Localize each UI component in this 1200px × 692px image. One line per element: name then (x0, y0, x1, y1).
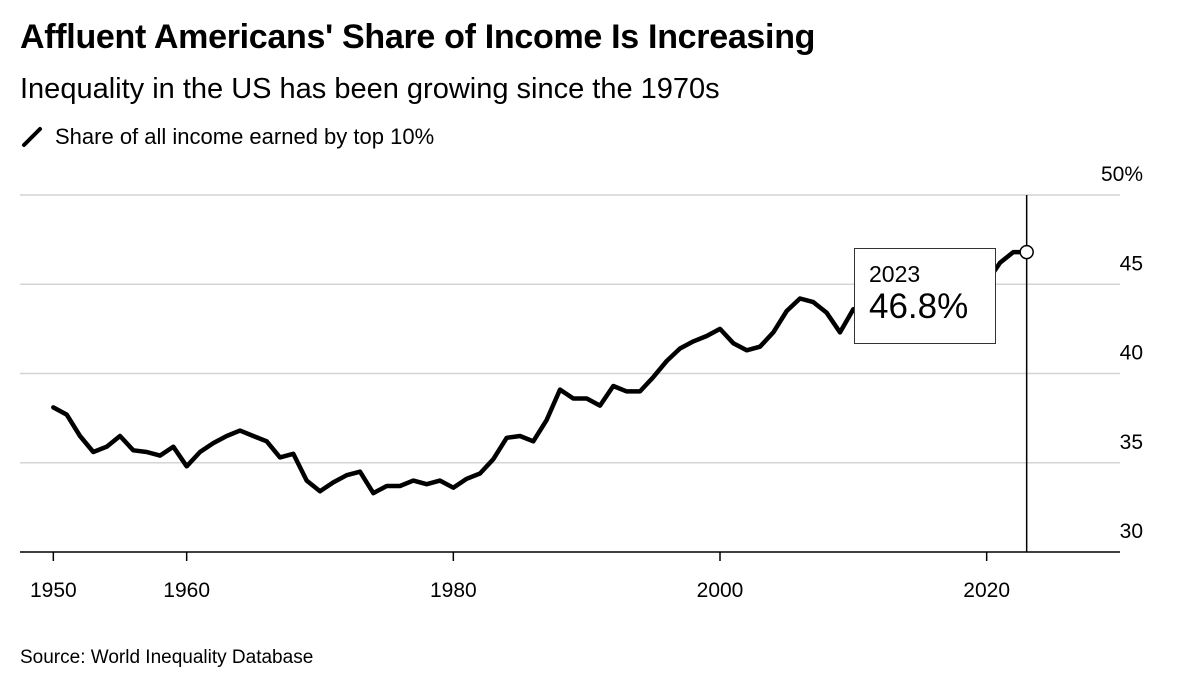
y-tick-label-35: 35 (1120, 431, 1143, 454)
chart-legend: Share of all income earned by top 10% (20, 124, 434, 150)
x-tick-label-2000: 2000 (697, 579, 744, 602)
x-tick-label-1980: 1980 (430, 579, 477, 602)
highlight-point-marker (1019, 244, 1034, 260)
x-tick-label-1950: 1950 (30, 579, 77, 602)
y-tick-label-40: 40 (1120, 342, 1143, 365)
legend-line-swatch-icon (22, 127, 42, 147)
y-tick-label-45: 45 (1120, 252, 1143, 275)
annotation-year: 2023 (869, 261, 921, 287)
y-tick-label-50: 50% (1101, 163, 1143, 186)
x-tick-label-2020: 2020 (963, 579, 1010, 602)
y-tick-label-30: 30 (1120, 520, 1143, 543)
legend-label: Share of all income earned by top 10% (55, 124, 435, 149)
x-tick-label-1960: 1960 (163, 579, 210, 602)
annotation-value: 46.8% (869, 287, 969, 326)
chart-title: Affluent Americans' Share of Income Is I… (20, 18, 816, 56)
highlight-annotation-box: 2023 46.8% (854, 248, 996, 344)
chart-subtitle: Inequality in the US has been growing si… (20, 73, 720, 105)
source-note: Source: World Inequality Database (20, 647, 314, 668)
